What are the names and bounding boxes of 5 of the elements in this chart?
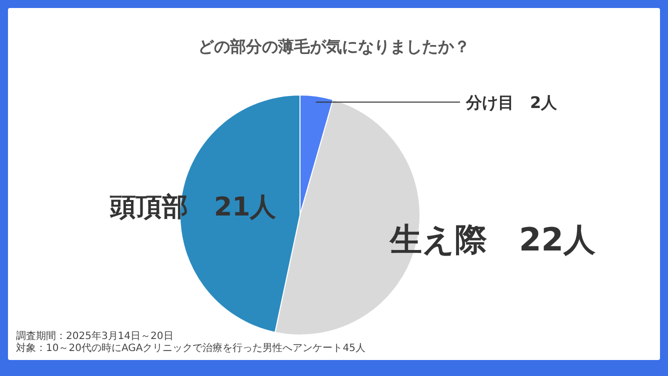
chart-title: どの部分の薄毛が気になりましたか？	[198, 37, 470, 56]
slice-label: 生え際 22人	[389, 220, 597, 258]
text: 調査期間：2025年3月14日～20日	[16, 330, 174, 342]
text: 対象：10～20代の時にAGAクリニックで治療を行った男性へアンケート45人	[16, 342, 366, 354]
slice-label: 分け目 2人	[465, 93, 558, 112]
